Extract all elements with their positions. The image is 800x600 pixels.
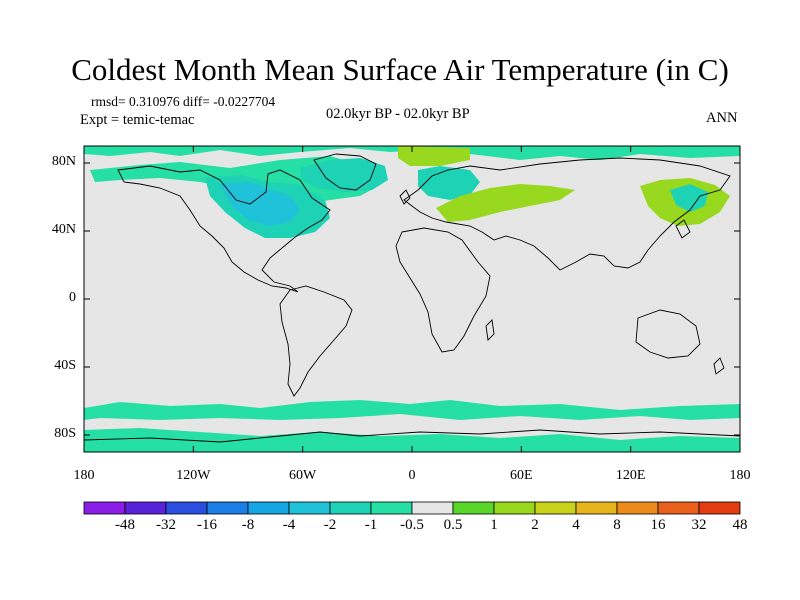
antarctic-margin-anomaly — [84, 428, 740, 446]
colorbar-swatch — [83, 501, 126, 515]
x-tick-label: 180 — [729, 468, 751, 483]
y-tick-label: 80S — [54, 426, 76, 441]
x-tick-label: 60E — [510, 468, 533, 483]
colorbar-label: 0.5 — [443, 517, 463, 533]
eurasia-positive-anomaly — [436, 184, 575, 222]
south-america-outline — [279, 285, 353, 397]
colorbar-label: -32 — [156, 517, 176, 533]
colorbar-swatch — [206, 501, 249, 515]
x-tick-label: 180 — [73, 468, 95, 483]
temperature-field — [84, 146, 740, 452]
colorbar-label: -1 — [364, 517, 378, 533]
colorbar-swatch — [657, 501, 700, 515]
greenland-outline — [313, 153, 377, 191]
colorbar-label: 16 — [650, 517, 666, 533]
axis-ticks — [83, 146, 741, 452]
colorbar-swatch — [411, 501, 454, 515]
siberia-negative-anomaly — [670, 184, 708, 212]
colorbar-label: -4 — [282, 517, 296, 533]
colorbar-swatch — [575, 501, 618, 515]
scandinavia-anomaly — [418, 166, 480, 200]
colorbar-label: -16 — [197, 517, 217, 533]
y-tick-label: 40S — [54, 358, 76, 373]
y-tick-label: 0 — [69, 290, 76, 305]
eurasia-outline — [403, 157, 731, 271]
colorbar-label: -8 — [241, 517, 255, 533]
period-label: 02.0kyr BP - 02.0kyr BP — [326, 106, 470, 122]
colorbar-swatch — [534, 501, 577, 515]
colorbar-label: 1 — [490, 517, 498, 533]
colorbar-label: 48 — [732, 517, 748, 533]
experiment-label: Expt = temic-temac — [80, 112, 195, 128]
colorbar-label: 8 — [613, 517, 621, 533]
colorbar-swatch — [247, 501, 290, 515]
uk-outline — [399, 189, 411, 205]
y-tick-label: 40N — [51, 222, 76, 237]
figure-title: Coldest Month Mean Surface Air Temperatu… — [71, 52, 729, 87]
southern-ocean-anomaly — [84, 400, 740, 420]
arctic-anomaly-band — [84, 146, 740, 160]
colorbar-label: -48 — [115, 517, 135, 533]
colorbar-swatch — [698, 501, 741, 515]
x-tick-label: 0 — [408, 468, 416, 483]
australia-outline — [635, 309, 701, 359]
colorbar-swatch — [329, 501, 372, 515]
new-zealand-outline — [713, 357, 725, 375]
colorbar-label: -2 — [323, 517, 337, 533]
greenland-anomaly — [300, 158, 388, 192]
colorbar-swatch — [165, 501, 208, 515]
colorbar-label: -0.5 — [400, 517, 424, 533]
colorbar-label: 32 — [691, 517, 707, 533]
colorbar-swatch — [370, 501, 413, 515]
north-america-outline — [117, 165, 331, 293]
y-tick-label: 80N — [51, 154, 76, 169]
colorbar-label: 2 — [531, 517, 539, 533]
colorbar-swatch — [124, 501, 167, 515]
field-background — [84, 146, 740, 452]
africa-outline — [395, 227, 491, 353]
x-tick-label: 60W — [289, 468, 317, 483]
x-tick-label: 120E — [615, 468, 646, 483]
colorbar-label: 4 — [572, 517, 580, 533]
japan-outline — [675, 219, 691, 239]
colorbar-swatch — [288, 501, 331, 515]
season-label: ANN — [706, 110, 738, 126]
x-tick-label: 120W — [176, 468, 211, 483]
colorbar-swatch — [616, 501, 659, 515]
antarctica-outline — [84, 429, 740, 443]
madagascar-outline — [485, 319, 495, 341]
barents-positive-anomaly — [398, 146, 470, 166]
colorbar-swatch — [452, 501, 495, 515]
colorbar — [83, 501, 741, 515]
coastlines — [84, 153, 740, 443]
statistics-label: rmsd= 0.310976 diff= -0.0227704 — [91, 94, 276, 109]
colorbar-swatch — [493, 501, 536, 515]
hudson-anomaly-core — [220, 182, 300, 226]
